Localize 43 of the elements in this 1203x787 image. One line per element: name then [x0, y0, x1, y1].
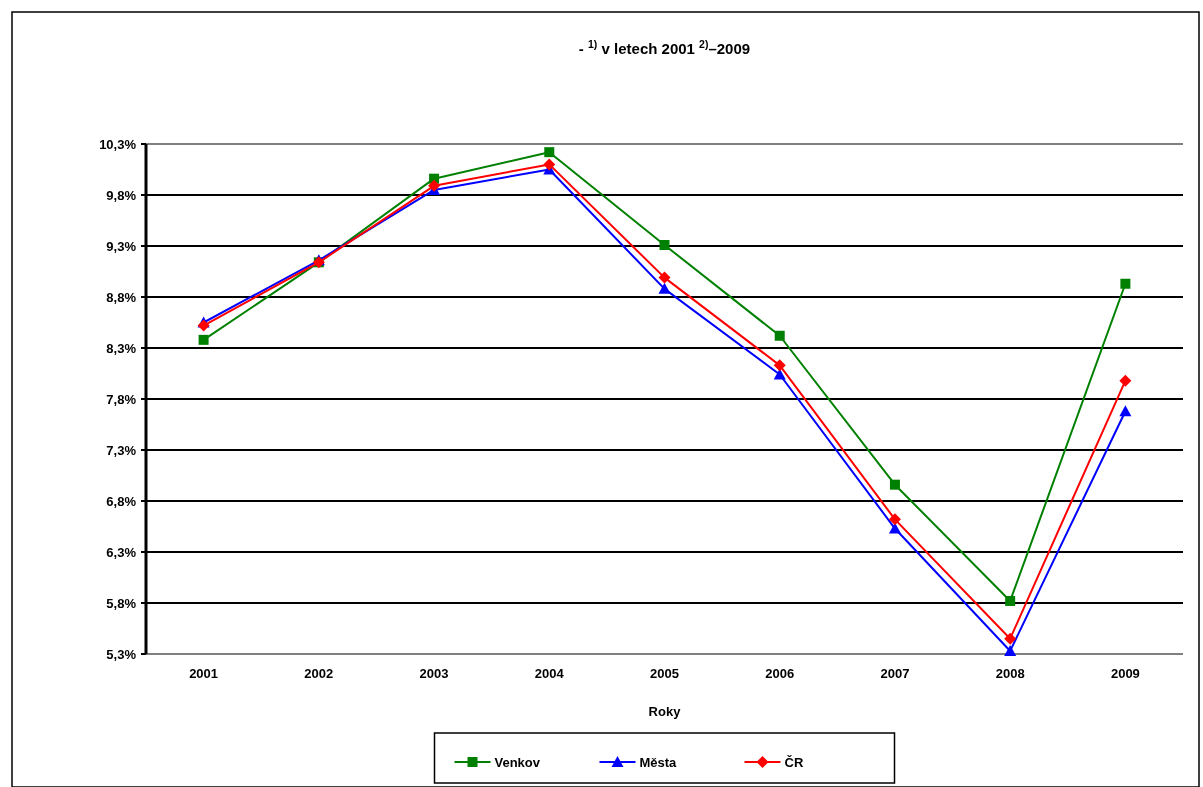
y-tick-label: 7,3% [106, 442, 137, 458]
point [1119, 405, 1132, 417]
y-tick-label: 8,3% [106, 340, 137, 356]
x-axis-title: Roky [648, 704, 682, 719]
point [658, 271, 671, 284]
y-tick-label: 9,3% [106, 238, 137, 254]
point [428, 179, 441, 192]
x-tick-label: 2001 [189, 666, 219, 681]
point [888, 513, 901, 526]
y-tick-label: 6,8% [106, 493, 137, 509]
point [198, 334, 209, 345]
y-tick-label: 5,3% [106, 646, 137, 662]
y-tick-label: 8,8% [106, 289, 137, 305]
point [1120, 278, 1131, 289]
x-tick-label: 2008 [995, 666, 1025, 681]
point [658, 282, 671, 294]
chart-title: - $^{1)}$ v letech 2001 $^{2)}$–2009 [578, 38, 751, 57]
y-tick-label: 7,8% [106, 391, 137, 407]
legend-label: ČR [784, 754, 804, 770]
point [659, 239, 670, 250]
x-tick-label: 2007 [880, 666, 910, 681]
x-tick-label: 2006 [765, 666, 795, 681]
point [1004, 632, 1017, 645]
point [773, 359, 786, 372]
y-tick-label: 6,3% [106, 544, 137, 560]
legend-label: Města [639, 754, 678, 770]
point [889, 479, 900, 490]
legend-label: Venkov [494, 754, 541, 770]
x-tick-label: 2004 [534, 666, 565, 681]
point [774, 330, 785, 341]
x-tick-label: 2003 [419, 666, 449, 681]
point [1004, 644, 1017, 656]
y-tick-label: 5,8% [106, 595, 137, 611]
point [544, 147, 555, 158]
point [543, 158, 556, 171]
x-tick-label: 2005 [650, 666, 679, 681]
point [197, 319, 210, 332]
point [1119, 374, 1132, 387]
y-tick-label: 10,3% [99, 136, 137, 152]
point [1005, 595, 1016, 606]
x-tick-label: 2002 [304, 666, 334, 681]
x-tick-label: 2009 [1110, 666, 1140, 681]
y-tick-label: 9,8% [106, 187, 137, 203]
